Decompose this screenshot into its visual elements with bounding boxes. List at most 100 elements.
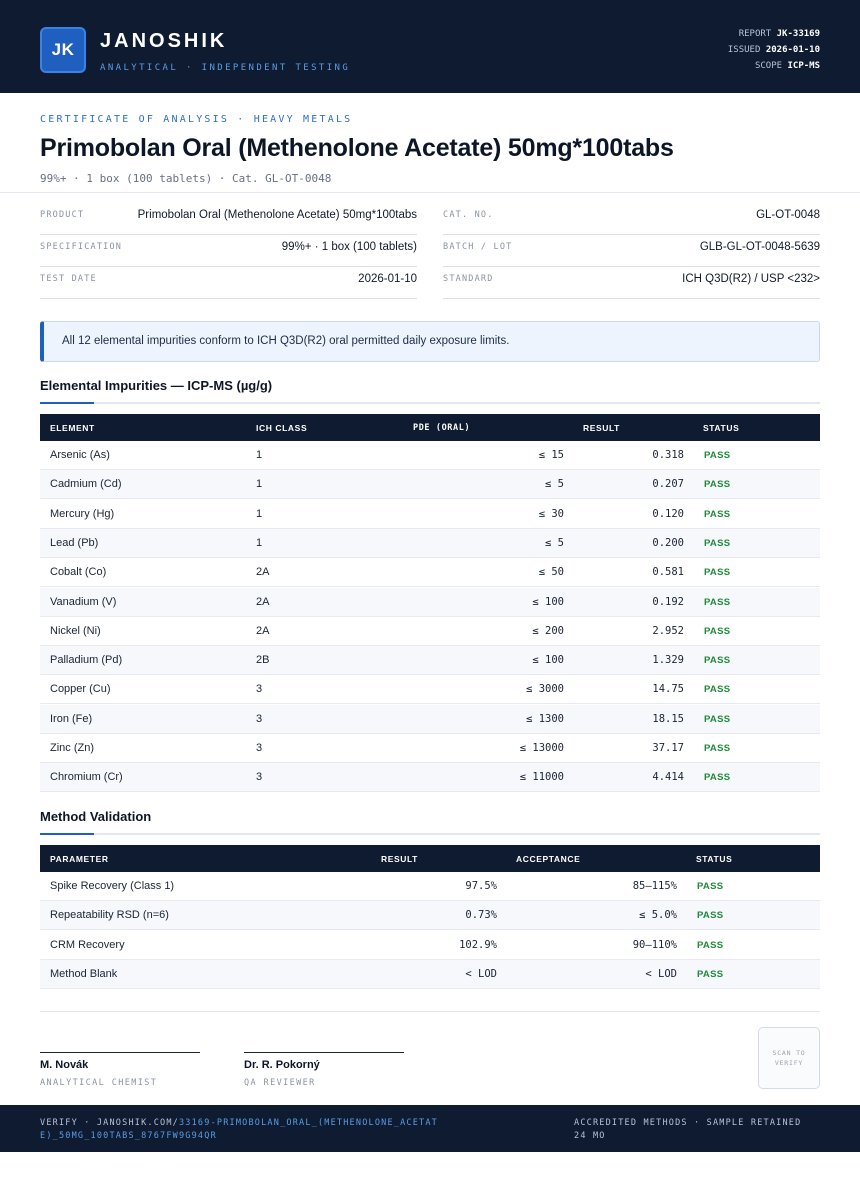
table-row: Cadmium (Cd) 1 ≤ 5 0.207 PASS <box>40 470 820 500</box>
status-badge: PASS <box>704 537 731 549</box>
detail-value: 2026-01-10 <box>358 273 417 285</box>
result-cell: 18.15 <box>652 712 684 725</box>
detail-label: BATCH / LOT <box>443 242 513 252</box>
ich-class-cell: 3 <box>256 771 263 784</box>
header-bar: JK JANOSHIK ANALYTICAL · INDEPENDENT TES… <box>0 0 860 93</box>
ich-class-cell: 2A <box>256 624 270 637</box>
status-badge: PASS <box>697 881 724 892</box>
pde-cell: ≤ 15 <box>538 449 564 461</box>
page-subtitle: 99%+ · 1 box (100 tablets) · Cat. GL-OT-… <box>40 172 332 185</box>
brand-logo: JK <box>40 27 86 73</box>
result-cell: 0.120 <box>652 507 684 520</box>
logo-initials: JK <box>51 40 75 59</box>
report-label: REPORT <box>738 29 772 39</box>
element-cell: Chromium (Cr) <box>50 771 123 784</box>
table-row: Repeatability RSD (n=6) 0.73% ≤ 5.0% PASS <box>40 901 820 931</box>
result-cell: 2.952 <box>652 624 684 637</box>
element-cell: Iron (Fe) <box>50 712 93 725</box>
page-title: Primobolan Oral (Methenolone Acetate) 50… <box>40 134 674 162</box>
status-badge: PASS <box>704 596 731 608</box>
section-rule <box>40 833 820 835</box>
status-badge: PASS <box>704 450 731 461</box>
col-result: RESULT <box>583 423 620 433</box>
col-result: RESULT <box>381 854 418 864</box>
detail-test-date: TEST DATE 2026-01-10 <box>40 267 417 299</box>
status-badge: PASS <box>697 910 724 922</box>
element-cell: Palladium (Pd) <box>50 654 123 667</box>
pde-cell: ≤ 50 <box>538 566 564 579</box>
status-badge: PASS <box>697 968 724 980</box>
element-cell: Zinc (Zn) <box>50 742 94 754</box>
parameter-cell: Method Blank <box>50 967 118 980</box>
verify-link[interactable]: 33169-PRIMOBOLAN_ORAL_(METHENOLONE_ACETA… <box>40 1118 438 1141</box>
qr-label: SCAN TO VERIFY <box>772 1049 806 1067</box>
acceptance-cell: ≤ 5.0% <box>639 909 677 922</box>
verify-qr-code[interactable]: SCAN TO VERIFY <box>758 1027 820 1089</box>
acceptance-cell: 90–110% <box>632 938 677 951</box>
detail-label: TEST DATE <box>40 274 97 284</box>
brand-tagline: ANALYTICAL · INDEPENDENT TESTING <box>100 63 351 73</box>
pde-cell: ≤ 5 <box>545 478 564 491</box>
table-row: Spike Recovery (Class 1) 97.5% 85–115% PASS <box>40 872 820 901</box>
pde-cell: ≤ 1300 <box>526 712 564 725</box>
table-header: ELEMENT ICH CLASS PDE (ORAL) RESULT STAT… <box>40 414 820 441</box>
ich-class-cell: 1 <box>256 536 263 549</box>
status-badge: PASS <box>704 655 731 667</box>
result-cell: 37.17 <box>652 742 684 754</box>
result-cell: 97.5% <box>465 880 497 892</box>
parameter-cell: Spike Recovery (Class 1) <box>50 880 175 892</box>
detail-value: ICH Q3D(R2) / USP <232> <box>682 273 820 285</box>
result-cell: 0.73% <box>465 909 497 922</box>
detail-label: CAT. NO. <box>443 210 494 220</box>
detail-standard: STANDARD ICH Q3D(R2) / USP <232> <box>443 267 820 299</box>
table-row: Method Blank < LOD < LOD PASS <box>40 959 820 989</box>
status-badge: PASS <box>704 684 731 696</box>
section-rule <box>40 402 820 404</box>
ich-class-cell: 2B <box>256 654 270 667</box>
table-header: PARAMETER RESULT ACCEPTANCE STATUS <box>40 845 820 872</box>
result-cell: 4.414 <box>652 771 684 784</box>
element-cell: Cadmium (Cd) <box>50 478 122 491</box>
element-cell: Cobalt (Co) <box>50 566 107 579</box>
status-badge: PASS <box>697 939 724 951</box>
table-row: Cobalt (Co) 2A ≤ 50 0.581 PASS <box>40 558 820 588</box>
impurities-heading: Elemental Impurities — ICP-MS (µg/g) <box>40 378 273 393</box>
ich-class-cell: 1 <box>256 478 263 491</box>
pde-cell: ≤ 11000 <box>519 771 564 784</box>
result-cell: 0.581 <box>652 566 684 579</box>
detail-label: STANDARD <box>443 274 494 284</box>
impurities-table: ELEMENT ICH CLASS PDE (ORAL) RESULT STAT… <box>40 414 820 793</box>
pde-cell: ≤ 200 <box>532 624 564 637</box>
divider <box>0 192 860 193</box>
table-row: Mercury (Hg) 1 ≤ 30 0.120 PASS <box>40 500 820 529</box>
table-row: Nickel (Ni) 2A ≤ 200 2.952 PASS <box>40 617 820 646</box>
signatory-name: M. Novák <box>40 1059 89 1071</box>
section-rule-accent <box>40 833 94 835</box>
ich-class-cell: 3 <box>256 683 263 696</box>
notice-text: All 12 elemental impurities conform to I… <box>62 335 510 347</box>
verify-url[interactable]: VERIFY · JANOSHIK.COM/33169-PRIMOBOLAN_O… <box>40 1117 440 1143</box>
detail-value: GLB-GL-OT-0048-5639 <box>699 241 820 253</box>
result-cell: 1.329 <box>652 654 684 667</box>
col-status: STATUS <box>703 423 740 433</box>
element-cell: Nickel (Ni) <box>50 624 101 637</box>
ich-class-cell: 3 <box>256 712 263 725</box>
result-cell: < LOD <box>465 967 497 980</box>
col-parameter: PARAMETER <box>50 854 109 864</box>
pde-cell: ≤ 100 <box>532 595 564 608</box>
scope: SCOPE ICP-MS <box>755 61 820 71</box>
table-row: Copper (Cu) 3 ≤ 3000 14.75 PASS <box>40 675 820 705</box>
brand-name: JANOSHIK <box>100 30 228 52</box>
divider <box>40 1011 820 1012</box>
detail-value: 99%+ · 1 box (100 tablets) <box>281 241 417 253</box>
signature-line <box>40 1052 200 1053</box>
report-value: JK-33169 <box>776 29 820 39</box>
detail-label: PRODUCT <box>40 210 85 220</box>
element-cell: Lead (Pb) <box>50 536 99 549</box>
result-cell: 14.75 <box>652 683 684 696</box>
ich-class-cell: 2A <box>256 595 270 608</box>
status-badge: PASS <box>704 743 731 754</box>
ich-class-cell: 3 <box>256 742 263 754</box>
section-rule-accent <box>40 402 94 404</box>
detail-batch-lot: BATCH / LOT GLB-GL-OT-0048-5639 <box>443 235 820 267</box>
